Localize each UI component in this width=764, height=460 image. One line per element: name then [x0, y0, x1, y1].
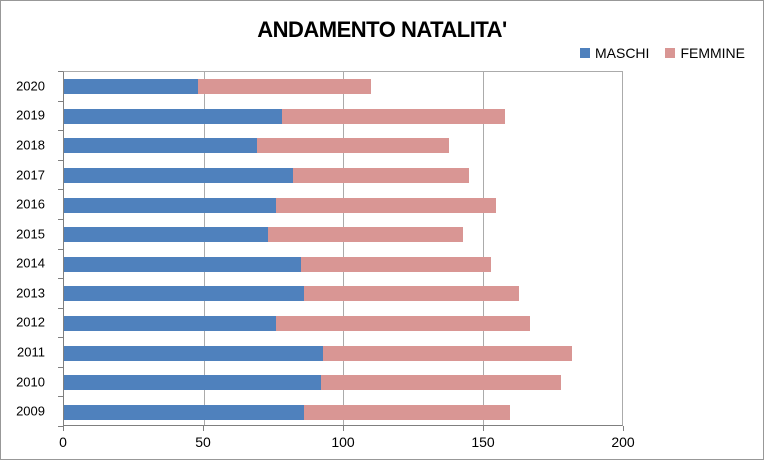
bar-segment-maschi-2013 [64, 286, 304, 302]
x-axis-label: 50 [195, 434, 211, 450]
bar-segment-maschi-2011 [64, 345, 324, 361]
bar-segment-maschi-2014 [64, 256, 302, 272]
y-axis: 2020 2019 2018 2017 2016 2015 2014 2013 2012 2011… [1, 71, 57, 426]
bar-segment-maschi-2009 [64, 404, 304, 420]
bar-segment-femmine-2017 [292, 168, 469, 184]
y-axis-tick [58, 337, 63, 338]
y-axis-label: 2016 [16, 196, 45, 212]
legend-item-maschi: MASCHI [579, 45, 650, 61]
bar-segment-femmine-2014 [301, 256, 491, 272]
bar-row-2010 [64, 368, 622, 398]
bar-row-2013 [64, 279, 622, 309]
bar-segment-femmine-2020 [197, 79, 371, 95]
y-axis-label: 2013 [16, 285, 45, 301]
bar-row-2019 [64, 102, 622, 132]
femmine-swatch-icon [665, 48, 676, 58]
y-axis-tick [58, 396, 63, 397]
y-axis-tick [58, 308, 63, 309]
bar-segment-maschi-2015 [64, 227, 268, 243]
x-axis-label: 100 [331, 434, 355, 450]
x-axis-tick [63, 426, 64, 431]
bar-segment-maschi-2019 [64, 108, 282, 124]
y-axis-label: 2012 [16, 314, 45, 330]
gridline [203, 72, 205, 425]
bar-segment-femmine-2012 [276, 315, 530, 331]
bar-segment-femmine-2016 [276, 197, 497, 213]
bar-row-2018 [64, 131, 622, 161]
bar-segment-femmine-2015 [267, 227, 463, 243]
bar-segment-maschi-2018 [64, 138, 257, 154]
bar-row-2014 [64, 250, 622, 280]
y-axis-tick [58, 426, 63, 427]
bar-row-2020 [64, 72, 622, 102]
y-axis-tick [58, 160, 63, 161]
y-axis-label: 2018 [16, 137, 45, 153]
x-axis-tick [623, 426, 624, 431]
bar-segment-femmine-2010 [320, 375, 561, 391]
x-axis-tick [203, 426, 204, 431]
x-axis-label: 200 [611, 434, 635, 450]
bar-segment-maschi-2020 [64, 79, 198, 95]
bar-row-2015 [64, 220, 622, 250]
bar-segment-maschi-2010 [64, 375, 321, 391]
y-axis-label: 2014 [16, 255, 45, 271]
y-axis-tick [58, 189, 63, 190]
y-axis-tick [58, 130, 63, 131]
y-axis-label: 2019 [16, 107, 45, 123]
bar-segment-maschi-2012 [64, 315, 277, 331]
bar-segment-femmine-2013 [303, 286, 519, 302]
gridline [482, 72, 484, 425]
y-axis-label: 2010 [16, 374, 45, 390]
y-axis-tick [58, 249, 63, 250]
y-axis-label: 2009 [16, 403, 45, 419]
bar-segment-maschi-2016 [64, 197, 277, 213]
x-axis-tick [343, 426, 344, 431]
y-axis-label: 2015 [16, 226, 45, 242]
x-axis-tick [483, 426, 484, 431]
legend-label-femmine: FEMMINE [680, 45, 745, 61]
legend-label-maschi: MASCHI [594, 45, 650, 61]
chart-title: ANDAMENTO NATALITA' [257, 17, 507, 42]
gridline [343, 72, 344, 425]
bar-row-2016 [64, 190, 622, 220]
y-axis-tick [58, 101, 63, 102]
bar-segment-femmine-2011 [323, 345, 572, 361]
bar-segment-femmine-2018 [256, 138, 449, 154]
y-axis-label: 2017 [16, 167, 45, 183]
bar-segment-maschi-2017 [64, 168, 293, 184]
legend: MASCHI FEMMINE [579, 45, 745, 61]
legend-item-femmine: FEMMINE [665, 45, 745, 61]
maschi-swatch-icon [579, 48, 590, 58]
x-axis-label: 150 [471, 434, 495, 450]
y-axis-tick [58, 71, 63, 72]
y-axis-tick [58, 367, 63, 368]
bar-row-2017 [64, 161, 622, 191]
y-axis-label: 2020 [16, 78, 45, 94]
plot-area [63, 71, 623, 426]
y-axis-label: 2011 [17, 344, 45, 360]
x-axis-label: 0 [59, 434, 67, 450]
bar-row-2011 [64, 338, 622, 368]
bar-segment-femmine-2019 [281, 108, 505, 124]
bar-segment-femmine-2009 [303, 404, 511, 420]
bar-row-2009 [64, 397, 622, 427]
bar-row-2012 [64, 309, 622, 339]
y-axis-tick [58, 219, 63, 220]
y-axis-tick [58, 278, 63, 279]
